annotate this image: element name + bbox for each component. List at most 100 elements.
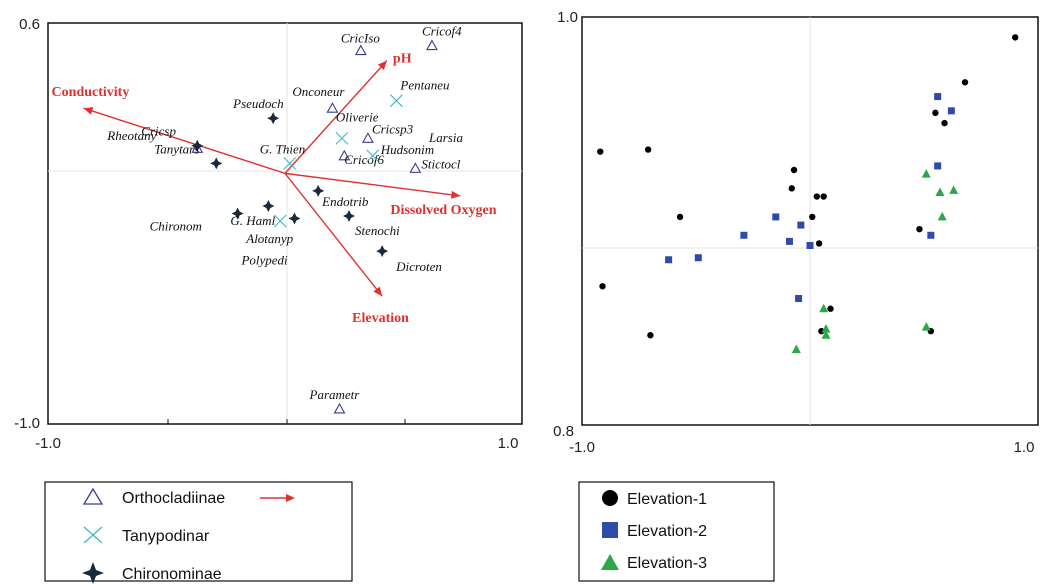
vector-dissolved-oxygen-arrow — [284, 172, 461, 197]
legend-entry-elevation-1: Elevation-1 — [602, 490, 707, 508]
species-label: G. Thien — [260, 141, 306, 156]
ordination-y-tick-label-top: 0.6 — [19, 16, 40, 33]
site-marker-circle — [597, 148, 604, 155]
site-marker-triangle — [791, 344, 801, 354]
species-label: Pseudoch — [232, 96, 284, 111]
site-marker-square — [806, 241, 814, 249]
species-label: Chironom — [150, 218, 202, 233]
site-marker-triangle — [921, 322, 931, 331]
species-marker-star — [191, 139, 204, 152]
vector-label: pH — [393, 52, 412, 67]
species-marker-star — [342, 209, 355, 222]
site-marker-circle — [809, 213, 816, 221]
legend-entry-tanypodinar: Tanypodinar — [83, 526, 210, 545]
species-marker-star — [210, 157, 223, 170]
ordination-plot-frame — [47, 22, 523, 425]
legend-label: Orthocladiinae — [122, 490, 225, 507]
star-icon — [82, 562, 104, 584]
site-marker-circle — [676, 213, 684, 221]
ordination-legend-box — [44, 481, 353, 582]
vector-arrowhead — [373, 286, 383, 297]
species-marker-star — [288, 212, 301, 225]
elevation-y-tick-label-top: 1.0 — [557, 9, 578, 26]
species-marker-cross — [283, 156, 297, 170]
species-label: Polypedi — [240, 252, 288, 267]
site-marker-circle — [1012, 34, 1019, 41]
legend-entry-orthocladiinae: Orthocladiinae — [82, 487, 295, 507]
species-label: Rheotany — [106, 128, 156, 143]
species-marker-triangle — [354, 44, 367, 56]
site-marker-circle — [916, 225, 923, 233]
legend-label: Tanypodinar — [122, 528, 210, 545]
elevation-y-tick-label-bottom: 0.8 — [553, 423, 574, 440]
vector-label: Conductivity — [52, 85, 130, 100]
species-label: Tanytars — [154, 141, 199, 156]
species-label: Cricsp — [141, 123, 176, 138]
site-marker-square — [947, 107, 955, 115]
site-marker-triangle — [821, 330, 831, 339]
species-marker-cross — [390, 94, 403, 108]
site-marker-square — [797, 221, 805, 229]
vector-ph-arrow — [284, 60, 388, 174]
species-marker-star — [267, 112, 280, 125]
site-marker-circle — [644, 146, 652, 153]
circle-icon — [602, 490, 618, 506]
species-label: CricIso — [341, 31, 381, 46]
species-label: Larsia — [428, 130, 463, 145]
species-points: CricIso Cricof4 Onconeur Cricsp3 Cricof6 Cric… — [106, 24, 462, 414]
site-marker-square — [934, 162, 942, 170]
ordination-panel: 0.6 -1.0 -1.0 1.0 Conductivity pH Dissolve… — [14, 16, 523, 452]
elevation-x-tick-label-left: -1.0 — [569, 439, 595, 456]
site-marker-circle — [815, 240, 823, 247]
ordination-legend: Orthocladiinae Tanypodinar Chironominae — [44, 481, 353, 584]
site-marker-triangle — [935, 187, 945, 196]
vector-label: Dissolved Oxygen — [390, 203, 496, 218]
legend-entry-chironominae: Chironominae — [82, 562, 222, 584]
species-marker-triangle — [409, 162, 422, 173]
site-marker-circle — [820, 193, 827, 200]
square-icon — [602, 522, 618, 538]
site-marker-triangle — [821, 324, 831, 333]
species-marker-star — [312, 184, 325, 197]
site-marker-circle — [599, 283, 606, 290]
legend-label: Elevation-2 — [627, 523, 707, 540]
elevation-legend: Elevation-1 Elevation-2 Elevation-3 — [578, 481, 775, 582]
species-marker-triangle — [426, 39, 438, 51]
species-label: G. Haml — [230, 213, 275, 228]
site-marker-circle — [961, 79, 969, 86]
species-marker-triangle — [326, 102, 339, 113]
species-marker-cross — [335, 131, 349, 145]
species-marker-triangle — [338, 149, 351, 161]
site-marker-square — [785, 237, 793, 245]
species-label: Cricsp3 — [372, 121, 414, 136]
site-marker-triangle — [937, 211, 947, 221]
vector-conductivity-arrow — [83, 107, 286, 175]
ordination-x-tick-label-left: -1.0 — [35, 435, 61, 452]
species-marker-cross — [366, 149, 380, 163]
site-marker-triangle — [819, 303, 829, 313]
vector-elevation-arrow — [284, 172, 383, 297]
vector-arrowhead — [450, 190, 461, 199]
ordination-y-tick-label-bottom: -1.0 — [14, 415, 40, 432]
species-label: Endotrib — [321, 194, 369, 209]
site-marker-circle — [932, 109, 939, 117]
species-label: Stenochi — [355, 223, 400, 238]
site-marker-square — [740, 231, 748, 239]
species-label: Dicroten — [395, 259, 442, 274]
site-marker-circle — [941, 119, 948, 127]
species-label: Cricof4 — [422, 24, 462, 39]
species-marker-star — [262, 199, 275, 212]
species-label: Oliverie — [336, 109, 379, 124]
site-points — [597, 34, 1019, 354]
species-marker-triangle — [362, 132, 374, 143]
species-marker-cross — [273, 214, 287, 228]
species-marker-star — [376, 245, 389, 258]
site-marker-square — [694, 254, 702, 262]
site-marker-square — [927, 231, 935, 239]
species-label: Stictocl — [421, 156, 460, 171]
site-marker-square — [795, 295, 803, 303]
site-marker-square — [934, 93, 942, 101]
legend-label: Elevation-3 — [627, 555, 707, 572]
arrow-head-icon — [286, 494, 295, 502]
